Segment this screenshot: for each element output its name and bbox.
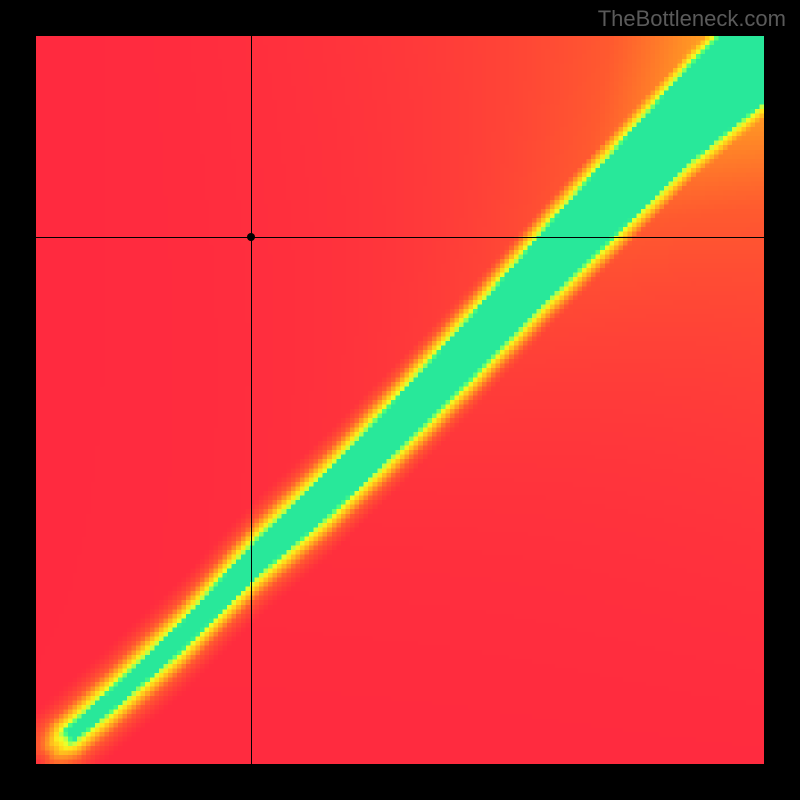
crosshair-horizontal-line — [36, 237, 764, 238]
heatmap-plot-area — [36, 36, 764, 764]
heatmap-canvas — [36, 36, 764, 764]
watermark-text: TheBottleneck.com — [598, 6, 786, 32]
crosshair-vertical-line — [251, 36, 252, 764]
crosshair-marker-dot — [247, 233, 255, 241]
